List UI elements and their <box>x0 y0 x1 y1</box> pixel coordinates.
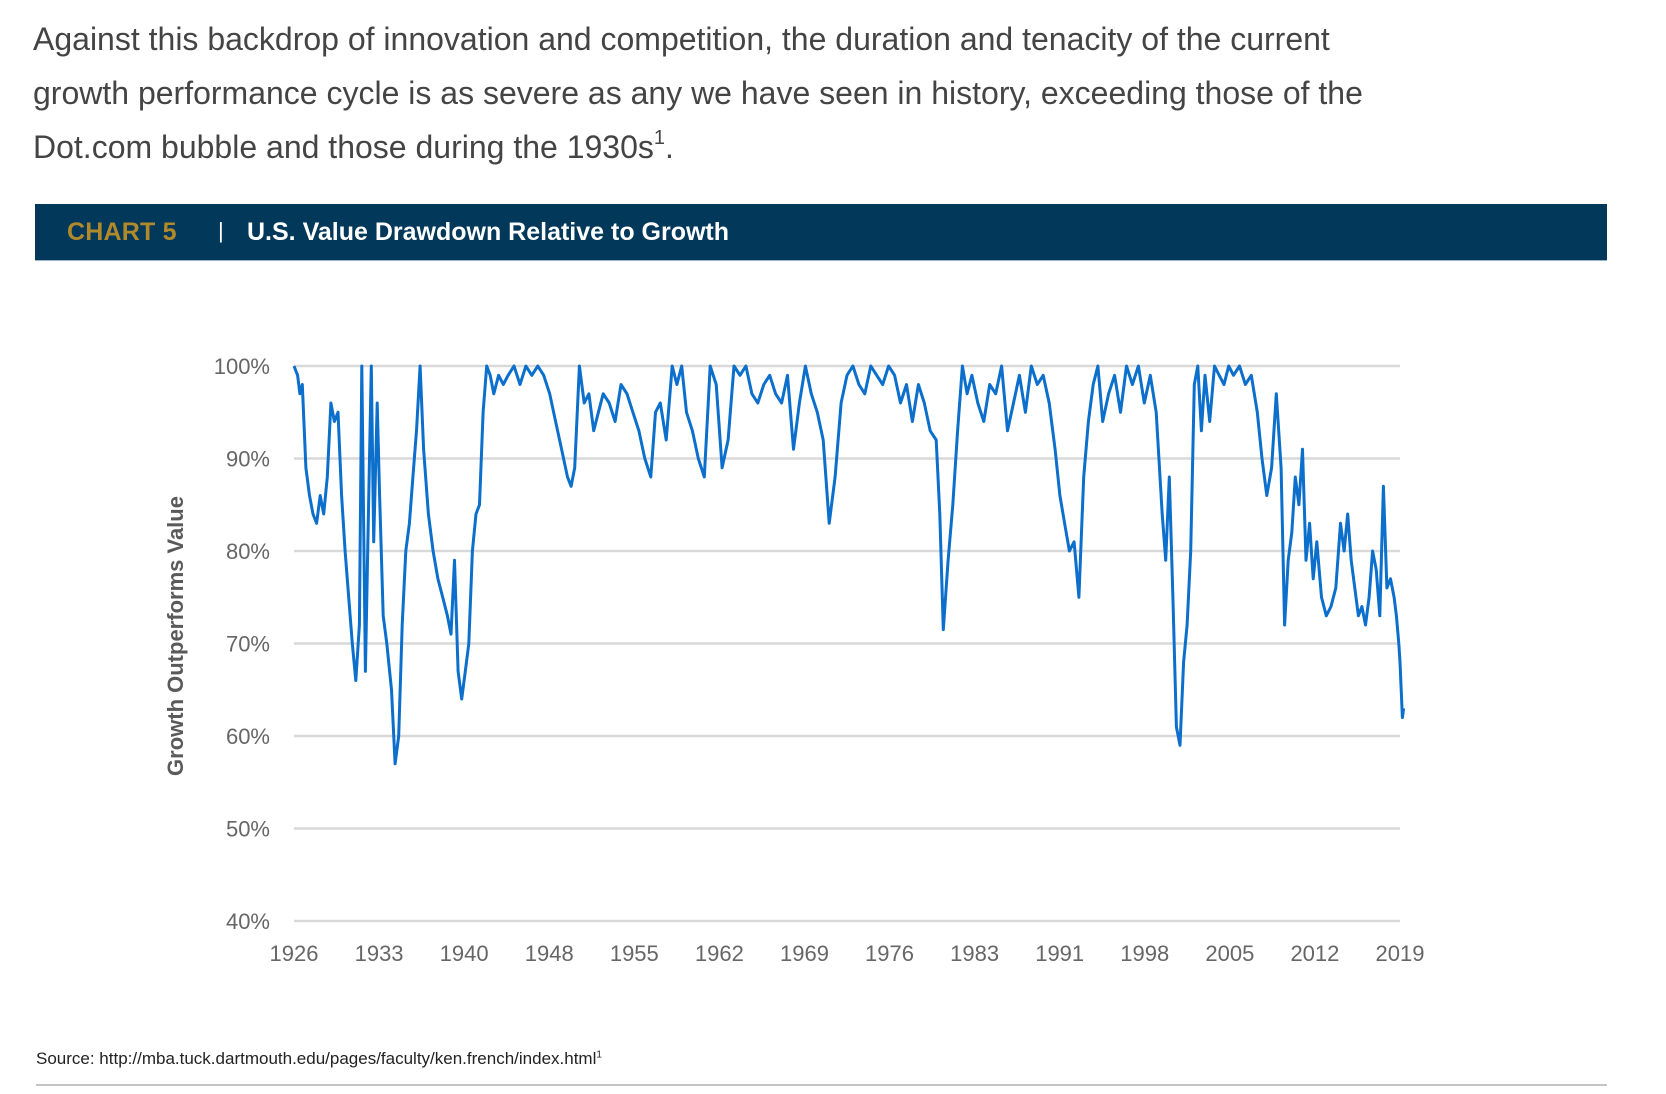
intro-line-2: growth performance cycle is as severe as… <box>33 75 1363 111</box>
footnote-marker: 1 <box>653 127 665 149</box>
intro-line-1: Against this backdrop of innovation and … <box>33 21 1330 57</box>
x-tick-label: 1969 <box>780 941 829 966</box>
chart-title: U.S. Value Drawdown Relative to Growth <box>247 218 730 246</box>
line-chart: 40%50%60%70%80%90%100% 1926 1933 1940 1948 1… <box>163 354 1425 966</box>
x-tick-label: 1976 <box>865 941 914 966</box>
x-tick-label: 2005 <box>1205 941 1254 966</box>
x-tick-label: 1926 <box>270 941 319 966</box>
y-tick-label: 70% <box>226 632 270 657</box>
source-footnote-marker: 1 <box>596 1049 602 1061</box>
x-tick-label: 1998 <box>1120 941 1169 966</box>
y-tick-label: 90% <box>226 447 270 472</box>
x-tick-label: 1991 <box>1035 941 1084 966</box>
x-tick-label: 1962 <box>695 941 744 966</box>
source-text: Source: http://mba.tuck.dartmouth.edu/pa… <box>36 1049 597 1068</box>
y-tick-label: 80% <box>226 539 270 564</box>
y-tick-label: 100% <box>214 354 270 379</box>
series-line-growth-outperforms-value <box>292 364 1406 766</box>
y-tick-label: 60% <box>226 724 270 749</box>
x-tick-label: 1983 <box>950 941 999 966</box>
x-tick-label: 2019 <box>1376 941 1425 966</box>
x-tick-labels: 1926 1933 1940 1948 1955 1962 1969 1976 1983 1991… <box>270 941 1425 966</box>
x-tick-label: 2012 <box>1290 941 1339 966</box>
bottom-divider <box>36 1084 1607 1086</box>
x-tick-label: 1940 <box>440 941 489 966</box>
title-separator: | <box>218 218 224 243</box>
intro-line-3-trailing: . <box>665 129 674 165</box>
x-tick-label: 1948 <box>525 941 574 966</box>
y-tick-label: 40% <box>226 909 270 934</box>
intro-line-3: Dot.com bubble and those during the 1930… <box>33 120 1633 174</box>
gridlines <box>294 364 1400 923</box>
chart-title-banner: CHART 5 | U.S. Value Drawdown Relative t… <box>35 204 1607 261</box>
intro-paragraph: Against this backdrop of innovation and … <box>33 12 1633 174</box>
y-tick-labels: 40% 50% 60% 70% 80% 90% 100% <box>214 354 270 934</box>
y-axis-title: Growth Outperforms Value <box>163 496 188 776</box>
intro-line-3-text: Dot.com bubble and those during the 1930… <box>33 129 654 165</box>
y-tick-label: 50% <box>226 817 270 842</box>
source-note: Source: http://mba.tuck.dartmouth.edu/pa… <box>36 1049 602 1069</box>
x-tick-label: 1933 <box>355 941 404 966</box>
chart-number-label: CHART 5 <box>67 218 177 246</box>
x-tick-label: 1955 <box>610 941 659 966</box>
